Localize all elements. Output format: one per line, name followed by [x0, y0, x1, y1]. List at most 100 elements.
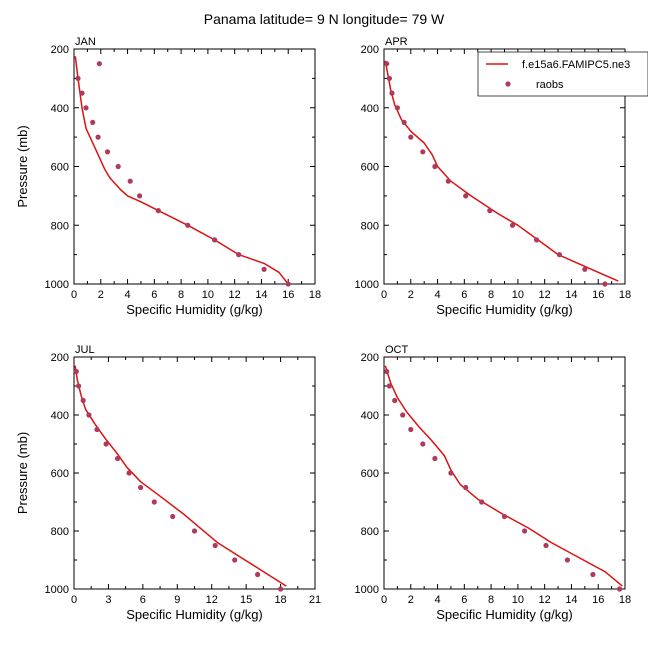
legend: f.e15a6.FAMIPC5.ne3 raobs	[477, 51, 648, 97]
x-tick-label: 4	[434, 594, 440, 606]
y-tick-label: 200	[51, 44, 69, 56]
plot-frame	[73, 48, 316, 285]
y-tick-label: 800	[361, 526, 379, 538]
obs-point	[115, 455, 121, 462]
y-tick-label: 800	[361, 220, 379, 232]
obs-point	[400, 412, 406, 418]
y-tick-label: 400	[361, 103, 379, 115]
obs-point	[170, 513, 176, 520]
obs-point	[95, 134, 101, 140]
obs-point	[509, 222, 516, 228]
obs-point	[487, 208, 493, 214]
obs-point	[564, 557, 571, 563]
x-tick-label: 12	[229, 289, 241, 301]
legend-obs-marker	[505, 81, 511, 87]
plot-frame	[73, 356, 316, 590]
x-tick-label: 10	[202, 289, 214, 301]
obs-point	[79, 90, 85, 96]
obs-point	[394, 105, 400, 111]
x-tick-label: 21	[309, 594, 321, 606]
obs-point	[232, 557, 238, 563]
obs-point	[126, 470, 132, 476]
obs-point	[463, 193, 469, 199]
x-tick-label: 8	[178, 289, 184, 301]
panel-oct: 0 2 4 6 8 10 12 14 16 18 200 400 600 800 1000 OCT Specif…	[355, 344, 632, 622]
y-tick-label: 200	[51, 352, 69, 364]
x-axis-label: Specific Humidity (g/kg)	[126, 607, 263, 622]
x-tick-label: 6	[140, 594, 146, 606]
y-axis-label: Pressure (mb)	[15, 432, 30, 514]
x-axis-label: Specific Humidity (g/kg)	[436, 302, 573, 317]
obs-point	[236, 252, 242, 258]
x-tick-label: 8	[488, 594, 494, 606]
y-tick-label: 200	[361, 352, 379, 364]
obs-point	[83, 105, 89, 111]
x-tick-label: 12	[206, 594, 218, 606]
obs-point	[463, 484, 469, 491]
x-tick-label: 0	[381, 594, 387, 606]
obs-point	[185, 222, 191, 228]
x-tick-label: 15	[240, 594, 252, 606]
x-tick-label: 9	[174, 594, 180, 606]
y-tick-label: 600	[361, 468, 379, 480]
panel-title: JUL	[75, 344, 95, 356]
x-tick-label: 12	[539, 594, 551, 606]
obs-point	[582, 266, 588, 272]
panel-apr: 0 2 4 6 8 10 12 14 16 18 200 400 600 800 1000 APR Specif…	[355, 36, 632, 317]
obs-point	[73, 368, 79, 375]
x-tick-label: 16	[592, 289, 604, 301]
x-tick-label: 18	[309, 289, 321, 301]
y-tick-label: 800	[51, 220, 69, 232]
obs-point	[212, 237, 218, 243]
model-series-line	[74, 365, 287, 587]
panel-jan: 0 2 4 6 8 10 12 14 16 18 200 400 600 800 1000 JAN Specif…	[15, 36, 321, 317]
obs-point	[104, 149, 111, 155]
y-tick-label: 1000	[355, 584, 379, 596]
obs-point	[384, 368, 390, 375]
obs-point	[386, 383, 392, 389]
obs-point	[80, 397, 86, 404]
x-tick-label: 18	[619, 289, 631, 301]
obs-point	[556, 252, 563, 258]
y-tick-label: 1000	[45, 279, 69, 291]
y-tick-label: 200	[361, 44, 379, 56]
x-tick-label: 0	[71, 289, 77, 301]
x-tick-label: 2	[98, 289, 104, 301]
obs-point	[501, 513, 508, 520]
obs-point	[255, 571, 261, 578]
x-tick-label: 2	[408, 594, 414, 606]
panel-title: OCT	[385, 344, 409, 356]
y-tick-label: 600	[361, 162, 379, 174]
legend-model-label: f.e15a6.FAMIPC5.ne3	[522, 59, 630, 71]
y-tick-label: 400	[361, 410, 379, 422]
obs-point	[90, 119, 96, 125]
x-tick-label: 12	[539, 289, 551, 301]
obs-point	[420, 441, 426, 447]
obs-point	[127, 178, 133, 184]
obs-point	[155, 208, 161, 214]
plot-frame	[383, 356, 626, 590]
obs-point	[76, 383, 82, 389]
y-tick-label: 1000	[45, 584, 69, 596]
obs-point	[137, 193, 143, 199]
obs-point	[389, 90, 395, 96]
obs-point	[448, 470, 454, 476]
x-tick-label: 6	[151, 289, 157, 301]
obs-point	[445, 178, 451, 184]
obs-point	[94, 426, 100, 433]
x-tick-label: 3	[105, 594, 111, 606]
obs-point	[261, 266, 267, 272]
obs-point	[420, 149, 426, 155]
legend-box	[477, 51, 648, 97]
obs-point	[602, 281, 608, 287]
y-tick-label: 800	[51, 526, 69, 538]
obs-point	[103, 441, 109, 447]
panel-title: JAN	[75, 36, 96, 48]
obs-point	[212, 542, 218, 549]
obs-point	[408, 134, 414, 140]
obs-point	[96, 61, 102, 67]
x-axis-label: Specific Humidity (g/kg)	[436, 607, 573, 622]
obs-point	[543, 542, 549, 549]
obs-point	[432, 163, 438, 170]
x-tick-label: 10	[512, 289, 524, 301]
